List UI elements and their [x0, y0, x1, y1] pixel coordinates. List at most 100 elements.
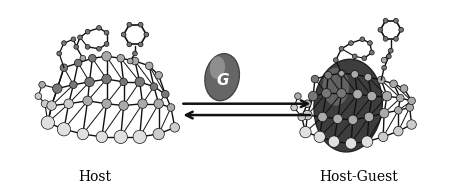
Circle shape: [127, 22, 132, 27]
Circle shape: [291, 104, 297, 111]
Circle shape: [138, 99, 147, 108]
Circle shape: [57, 51, 62, 56]
Circle shape: [381, 57, 387, 63]
Circle shape: [368, 41, 372, 45]
Circle shape: [83, 96, 92, 106]
Circle shape: [120, 78, 128, 86]
Ellipse shape: [210, 56, 225, 79]
Circle shape: [133, 130, 146, 143]
Circle shape: [62, 41, 66, 45]
Circle shape: [74, 45, 79, 49]
Circle shape: [39, 82, 45, 88]
Circle shape: [308, 91, 318, 101]
Circle shape: [338, 70, 345, 77]
Circle shape: [35, 93, 42, 99]
Ellipse shape: [322, 68, 349, 106]
Circle shape: [300, 126, 311, 138]
Circle shape: [138, 42, 143, 47]
Circle shape: [394, 36, 398, 41]
Circle shape: [395, 107, 402, 114]
Circle shape: [85, 45, 90, 49]
Circle shape: [102, 52, 111, 61]
Ellipse shape: [205, 54, 239, 101]
Circle shape: [80, 55, 86, 61]
Circle shape: [70, 81, 77, 88]
Circle shape: [382, 91, 392, 101]
Circle shape: [314, 131, 326, 142]
Circle shape: [383, 36, 388, 41]
Text: Host-Guest: Host-Guest: [319, 170, 398, 184]
Circle shape: [407, 120, 416, 129]
Circle shape: [135, 77, 145, 87]
Circle shape: [337, 88, 346, 98]
Circle shape: [128, 58, 133, 64]
Circle shape: [382, 65, 387, 70]
Circle shape: [303, 110, 312, 120]
Circle shape: [119, 101, 128, 110]
Circle shape: [383, 18, 388, 23]
Circle shape: [348, 41, 353, 45]
Circle shape: [97, 46, 101, 51]
Circle shape: [78, 35, 83, 40]
Circle shape: [352, 54, 357, 59]
Circle shape: [117, 54, 124, 62]
Circle shape: [60, 64, 68, 71]
Ellipse shape: [314, 59, 383, 152]
Circle shape: [328, 136, 339, 147]
Circle shape: [57, 123, 70, 136]
Circle shape: [162, 91, 169, 98]
Circle shape: [311, 75, 319, 83]
Circle shape: [345, 138, 357, 149]
Text: Host: Host: [79, 170, 112, 184]
Circle shape: [304, 100, 311, 108]
Circle shape: [348, 115, 357, 125]
Circle shape: [167, 104, 175, 111]
Circle shape: [85, 77, 94, 87]
Circle shape: [153, 128, 164, 140]
Circle shape: [102, 99, 111, 108]
Circle shape: [334, 58, 338, 62]
Circle shape: [295, 93, 301, 99]
Circle shape: [138, 22, 143, 27]
Circle shape: [170, 123, 180, 132]
Circle shape: [394, 126, 403, 136]
Circle shape: [364, 73, 372, 81]
Circle shape: [364, 112, 374, 122]
Circle shape: [333, 114, 343, 124]
Circle shape: [378, 76, 385, 84]
Circle shape: [145, 62, 153, 70]
Circle shape: [144, 32, 149, 37]
Circle shape: [96, 131, 107, 142]
Text: G: G: [217, 73, 229, 88]
Circle shape: [361, 136, 373, 147]
Circle shape: [396, 94, 404, 102]
Circle shape: [378, 27, 383, 32]
Circle shape: [367, 91, 377, 101]
Circle shape: [102, 74, 111, 84]
Circle shape: [41, 100, 49, 108]
Circle shape: [77, 128, 88, 140]
Circle shape: [114, 130, 128, 143]
Circle shape: [298, 113, 305, 121]
Circle shape: [353, 90, 362, 99]
Circle shape: [362, 56, 366, 61]
Circle shape: [88, 54, 96, 62]
Circle shape: [150, 83, 158, 91]
Circle shape: [400, 85, 408, 92]
Circle shape: [339, 70, 344, 76]
Circle shape: [408, 97, 415, 105]
Circle shape: [321, 88, 331, 98]
Circle shape: [399, 27, 404, 32]
Circle shape: [75, 59, 82, 67]
Circle shape: [351, 70, 359, 78]
Circle shape: [394, 18, 398, 23]
Circle shape: [132, 51, 137, 56]
Circle shape: [41, 116, 54, 129]
Circle shape: [388, 48, 393, 53]
Circle shape: [390, 80, 397, 88]
Circle shape: [379, 132, 388, 142]
Circle shape: [64, 99, 73, 108]
Circle shape: [127, 42, 132, 47]
Circle shape: [154, 99, 163, 108]
Circle shape: [104, 42, 109, 46]
